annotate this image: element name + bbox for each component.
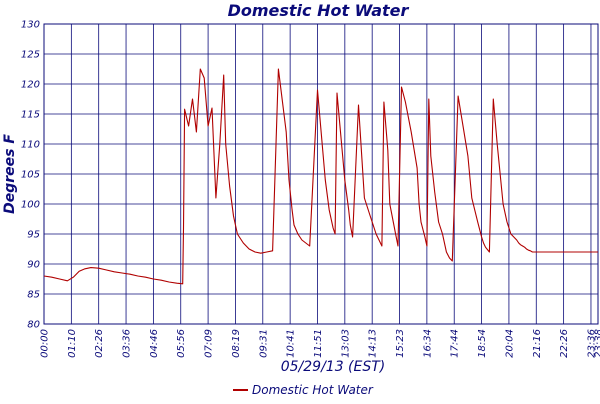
x-tick-label: 10:41 [286,329,297,358]
x-tick-label: 17:44 [450,329,461,358]
y-axis-ticks: 130 125 120 115 110 105 100 95 90 85 80 [21,20,40,331]
y-tick-label: 85 [27,290,40,301]
x-tick-label: 05:56 [176,329,187,358]
x-tick-label: 01:10 [67,329,78,358]
y-tick-label: 100 [21,200,40,211]
x-tick-label: 14:13 [368,329,379,358]
x-tick-label: 23:38 [594,329,600,358]
y-tick-label: 90 [27,260,40,271]
x-tick-label: 16:34 [422,329,433,358]
x-tick-label: 02:26 [94,329,105,358]
x-tick-label: 03:36 [122,329,133,358]
x-tick-label: 18:54 [477,329,488,358]
x-tick-label: 13:03 [340,329,351,358]
x-tick-label: 07:09 [204,329,215,358]
x-tick-label: 22:26 [559,329,570,358]
y-tick-label: 125 [21,50,40,61]
y-tick-label: 110 [21,140,40,151]
x-tick-label: 21:16 [532,329,543,358]
chart-title: Domestic Hot Water [228,1,410,20]
y-tick-label: 80 [27,320,40,331]
grid-lines [44,24,598,324]
series-layer [44,69,598,284]
x-axis-ticks: 00:00 01:10 02:26 03:36 04:46 05:56 07:09 08:19… [40,329,600,358]
x-axis-title: 05/29/13 (EST) [281,359,386,375]
y-tick-label: 120 [21,80,40,91]
x-tick-label: 04:46 [149,329,160,358]
x-tick-label: 11:51 [313,329,324,358]
x-tick-label: 20:04 [504,329,515,358]
legend-label: Domestic Hot Water [252,383,374,397]
x-tick-label: 00:00 [40,329,51,358]
y-tick-label: 105 [21,170,40,181]
y-tick-label: 130 [21,20,40,31]
x-tick-label: 09:31 [258,329,269,358]
y-axis-title: Degrees F [2,134,18,214]
x-tick-label: 15:23 [395,329,406,358]
y-tick-label: 115 [21,110,40,121]
series-line [44,69,598,284]
legend: Domestic Hot Water [233,383,374,397]
x-tick-label: 08:19 [231,329,242,358]
y-tick-label: 95 [27,230,40,241]
